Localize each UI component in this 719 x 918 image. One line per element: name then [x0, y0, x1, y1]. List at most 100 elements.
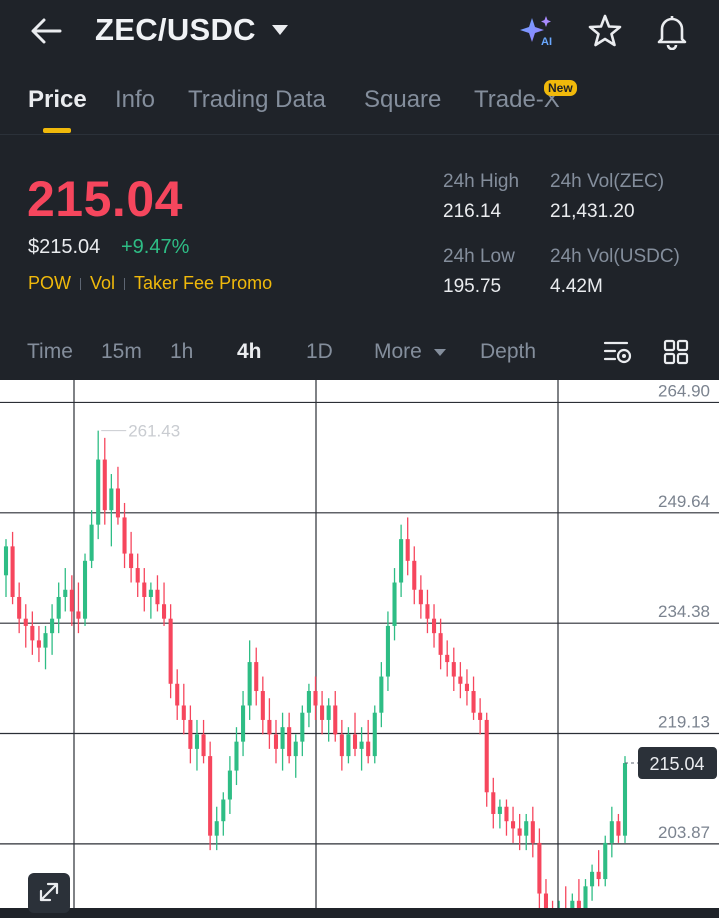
top-bar: ZEC/USDC AI	[0, 0, 719, 62]
max-price-label: 261.43	[128, 422, 180, 441]
candle-body	[76, 611, 81, 619]
tab-square[interactable]: Square	[364, 86, 442, 113]
candle-body	[208, 756, 213, 836]
interval-1d[interactable]: 1D	[306, 340, 333, 363]
candle-body	[385, 625, 390, 677]
candle-body	[273, 734, 279, 749]
candle-body	[418, 589, 423, 605]
low-value: 195.75	[443, 276, 502, 297]
candle-body	[162, 604, 167, 619]
candle-body	[247, 662, 252, 706]
candle-body	[596, 871, 601, 880]
tag-taker-fee-promo[interactable]: Taker Fee Promo	[134, 273, 273, 293]
candle-body	[504, 806, 509, 822]
candle-body	[622, 763, 628, 836]
tab-price[interactable]: Price	[28, 86, 87, 113]
vol-quote-value: 4.42M	[550, 276, 603, 297]
candle-body	[458, 676, 463, 684]
candle-body	[109, 488, 114, 511]
candle-body	[50, 618, 55, 634]
candle-body	[168, 618, 173, 684]
candle-body	[609, 821, 614, 843]
candle-body	[491, 792, 496, 814]
token-tags: POW Vol Taker Fee Promo	[28, 273, 272, 294]
interval-more[interactable]: More	[374, 340, 422, 363]
candle-body	[36, 640, 41, 648]
candle-body	[96, 459, 101, 525]
tab-info[interactable]: Info	[115, 86, 156, 113]
ai-badge-text: AI	[541, 36, 552, 48]
star-icon[interactable]	[585, 12, 625, 50]
y-tick-label: 219.13	[658, 712, 710, 731]
back-arrow-icon[interactable]	[28, 14, 64, 48]
candle-body	[517, 828, 522, 836]
candle-body	[56, 596, 61, 619]
candle-body	[23, 618, 28, 626]
high-label: 24h High	[443, 171, 520, 192]
candle-body	[129, 553, 134, 569]
low-label: 24h Low	[443, 246, 515, 267]
candle-body	[497, 806, 502, 814]
tag-vol[interactable]: Vol	[90, 273, 116, 293]
y-tick-label: 264.90	[658, 381, 710, 400]
tag-pow[interactable]: POW	[28, 273, 71, 293]
candle-body	[326, 705, 331, 720]
interval-15m[interactable]: 15m	[101, 340, 142, 363]
candle-body	[142, 582, 147, 597]
interval-4h[interactable]: 4h	[237, 340, 262, 363]
candle-body	[234, 741, 239, 771]
expand-icon	[39, 882, 59, 902]
caret-down-icon[interactable]	[271, 23, 289, 41]
expand-chart-button[interactable]	[28, 873, 70, 913]
candle-body	[306, 691, 311, 713]
interval-time[interactable]: Time	[27, 340, 73, 363]
ai-sparkle-icon[interactable]: AI	[518, 12, 558, 50]
high-value: 216.14	[443, 201, 502, 222]
grid-layout-icon[interactable]	[662, 338, 690, 366]
candle-body	[372, 712, 377, 757]
candle-body	[346, 734, 351, 757]
usd-price: $215.04	[28, 236, 101, 258]
candle-body	[188, 719, 193, 749]
candle-body	[194, 734, 200, 749]
candle-body	[405, 539, 410, 561]
candle-body	[260, 691, 265, 720]
candle-body	[399, 539, 404, 583]
candle-body	[583, 886, 588, 908]
candle-body	[181, 705, 186, 720]
candle-body	[392, 582, 397, 626]
candle-body	[570, 900, 575, 916]
candle-body	[293, 741, 298, 757]
more-caret-icon	[434, 349, 446, 356]
candle-body	[590, 871, 595, 887]
candle-body	[379, 676, 384, 713]
candle-body	[431, 618, 437, 634]
interval-depth[interactable]: Depth	[480, 340, 537, 363]
candle-body	[438, 633, 443, 655]
candle-body	[445, 654, 450, 663]
bell-icon[interactable]	[652, 12, 692, 51]
candle-body	[30, 625, 35, 641]
candle-body	[17, 596, 22, 619]
candle-body	[43, 633, 48, 648]
candle-body	[478, 712, 483, 720]
change-percent: +9.47%	[121, 236, 190, 258]
interval-1h[interactable]: 1h	[170, 340, 194, 363]
candle-body	[471, 691, 476, 713]
candle-body	[148, 589, 153, 597]
candle-body	[122, 517, 127, 554]
vol-base-label: 24h Vol(ZEC)	[550, 171, 665, 192]
candle-body	[313, 691, 318, 706]
tab-trading-data[interactable]: Trading Data	[188, 86, 326, 113]
candlestick-chart[interactable]: 264.90 249.64 234.38 219.13 203.87 261.43 215.…	[0, 380, 719, 918]
candle-body	[537, 842, 542, 894]
indicator-settings-icon[interactable]	[603, 338, 633, 366]
candle-body	[543, 893, 549, 908]
candle-body	[339, 734, 344, 757]
candle-body	[412, 560, 417, 590]
pair-title[interactable]: ZEC/USDC	[95, 12, 256, 47]
candle-body	[63, 589, 68, 597]
tag-divider	[80, 278, 81, 291]
candle-body	[576, 900, 581, 908]
chart-svg: 264.90 249.64 234.38 219.13 203.87 261.43 215.…	[0, 380, 719, 918]
